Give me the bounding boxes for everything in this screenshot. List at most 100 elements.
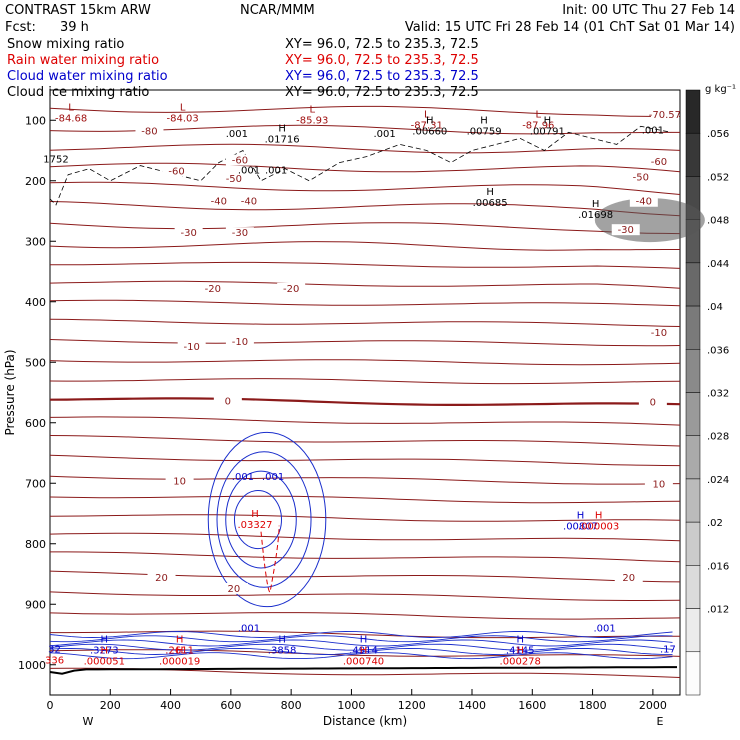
extremum-value: .00660 bbox=[412, 127, 447, 138]
field-label: Snow mixing ratio bbox=[7, 37, 124, 52]
extremum-marker: H bbox=[516, 635, 524, 646]
plot-frame bbox=[49, 89, 681, 696]
extremum-marker: H bbox=[100, 635, 108, 646]
colorbar-unit: g kg⁻¹ bbox=[705, 84, 736, 95]
y-tick-label: 700 bbox=[25, 477, 46, 490]
contour-label-bg bbox=[165, 475, 194, 487]
isotherm-line bbox=[49, 570, 681, 583]
temperature-contour-label: 20 bbox=[155, 573, 168, 584]
colorbar-tick: .02 bbox=[707, 518, 723, 529]
colorbar-bin bbox=[685, 565, 701, 609]
cloud-ice-label: .001 bbox=[373, 129, 395, 140]
temperature-contours bbox=[49, 105, 681, 678]
extremum-value: -85.93 bbox=[296, 116, 328, 127]
temperature-contour-label: 20 bbox=[228, 584, 241, 595]
init-time: Init: 00 UTC Thu 27 Feb 14 bbox=[562, 3, 735, 18]
forecast-value: 39 h bbox=[60, 20, 89, 35]
temperature-contour-label: 10 bbox=[653, 479, 666, 490]
temperature-contour-label: -70.57 bbox=[649, 110, 681, 121]
extremum-value: .000051 bbox=[84, 657, 125, 668]
colorbar-bin bbox=[685, 132, 701, 177]
isotherm-line bbox=[49, 162, 681, 173]
extremum-value: .00685 bbox=[473, 198, 508, 209]
field-xy: XY= 96.0, 72.5 to 235.3, 72.5 bbox=[285, 53, 479, 68]
y-tick-label: 600 bbox=[25, 417, 46, 430]
contour-label-bg bbox=[213, 395, 242, 407]
temperature-contour-label: 0 bbox=[225, 396, 231, 407]
colorbar-bin bbox=[685, 89, 701, 134]
contour-label-bg bbox=[614, 572, 643, 584]
isotherm-line bbox=[50, 630, 681, 639]
extremum-marker: H bbox=[251, 509, 259, 520]
colorbar-tick: .048 bbox=[707, 216, 729, 227]
isotherm-line bbox=[49, 299, 681, 307]
temperature-contour-label: -40 bbox=[636, 197, 652, 208]
isotherm-line bbox=[49, 181, 681, 195]
isotherm-line bbox=[49, 222, 681, 235]
temperature-contour-label: -30 bbox=[232, 228, 248, 239]
extremum-value: -87.31 bbox=[411, 121, 443, 132]
cloud-water-label: .001 bbox=[262, 472, 284, 483]
extremum-value: .01716 bbox=[265, 134, 300, 145]
temperature-contour-label: 0 bbox=[650, 398, 656, 409]
extremum-value: -87.96 bbox=[522, 121, 554, 132]
field-xy: XY= 96.0, 72.5 to 235.3, 72.5 bbox=[285, 37, 479, 52]
contour-label-bg bbox=[234, 195, 263, 207]
cloud-water-band bbox=[49, 631, 673, 638]
cloud-ice-contour bbox=[49, 125, 672, 206]
y-tick-label: 800 bbox=[25, 538, 46, 551]
forecast-label: Fcst: bbox=[5, 20, 36, 35]
cloud-water-band bbox=[49, 643, 673, 651]
cloud-water-label: .001 bbox=[594, 623, 616, 634]
colorbar-tick: .028 bbox=[707, 432, 729, 443]
edge-label: 336 bbox=[45, 656, 64, 667]
x-tick-label: 1400 bbox=[458, 699, 486, 712]
contour-label-bg bbox=[219, 582, 248, 594]
cloud-water-ring bbox=[207, 431, 327, 608]
x-tick-label: 1000 bbox=[337, 699, 365, 712]
cloud-water-label: .001 bbox=[232, 472, 254, 483]
isotherm-line bbox=[49, 318, 681, 327]
cloud-water-ring bbox=[225, 470, 297, 569]
edge-label: 32 bbox=[48, 645, 61, 656]
extremum-value: .4914 bbox=[349, 646, 378, 657]
zero-isotherm bbox=[49, 397, 681, 406]
contour-label-bg bbox=[644, 155, 673, 167]
contour-label-bg bbox=[644, 327, 673, 339]
rain-contour bbox=[260, 525, 280, 593]
contour-label-bg bbox=[174, 227, 203, 239]
temperature-contour-label: 10 bbox=[173, 476, 186, 487]
contour-label-bg bbox=[147, 572, 176, 584]
x-tick-label: 0 bbox=[47, 699, 54, 712]
extremum-marker: H bbox=[516, 646, 524, 657]
x-tick-label: 1600 bbox=[518, 699, 546, 712]
cloud-ice-label: .001 bbox=[642, 126, 664, 137]
contour-label-bg bbox=[638, 396, 667, 408]
extremum-marker: H bbox=[592, 199, 600, 210]
colorbar-tick: .056 bbox=[707, 129, 729, 140]
colorbar-tick: .04 bbox=[707, 302, 723, 313]
colorbar-bin bbox=[685, 262, 701, 307]
extremum-value: .000019 bbox=[159, 657, 200, 668]
extremum-value: .00791 bbox=[530, 127, 565, 138]
isotherm-line bbox=[49, 454, 681, 467]
extremum-marker: H bbox=[176, 646, 184, 657]
contour-label-bg bbox=[219, 172, 248, 184]
temperature-contour-label: 20 bbox=[622, 573, 635, 584]
extremum-value: -84.03 bbox=[167, 113, 199, 124]
y-axis-label: Pressure (hPa) bbox=[3, 349, 17, 435]
colorbar-tick: .052 bbox=[707, 172, 729, 183]
terrain-line bbox=[49, 666, 677, 675]
colorbar-bin bbox=[685, 651, 701, 696]
colorbar-tick: .044 bbox=[707, 259, 729, 270]
colorbar-bin bbox=[685, 349, 701, 393]
cloud-water-band bbox=[49, 647, 673, 655]
field-label: Cloud ice mixing ratio bbox=[7, 85, 149, 100]
extremum-marker: H bbox=[426, 116, 434, 127]
colorbar-bin bbox=[685, 392, 701, 436]
colorbar-tick: .016 bbox=[707, 561, 729, 572]
cloud-water-ring bbox=[233, 490, 283, 550]
extremum-marker: H bbox=[360, 646, 368, 657]
extremum-value: .3273 bbox=[90, 646, 119, 657]
